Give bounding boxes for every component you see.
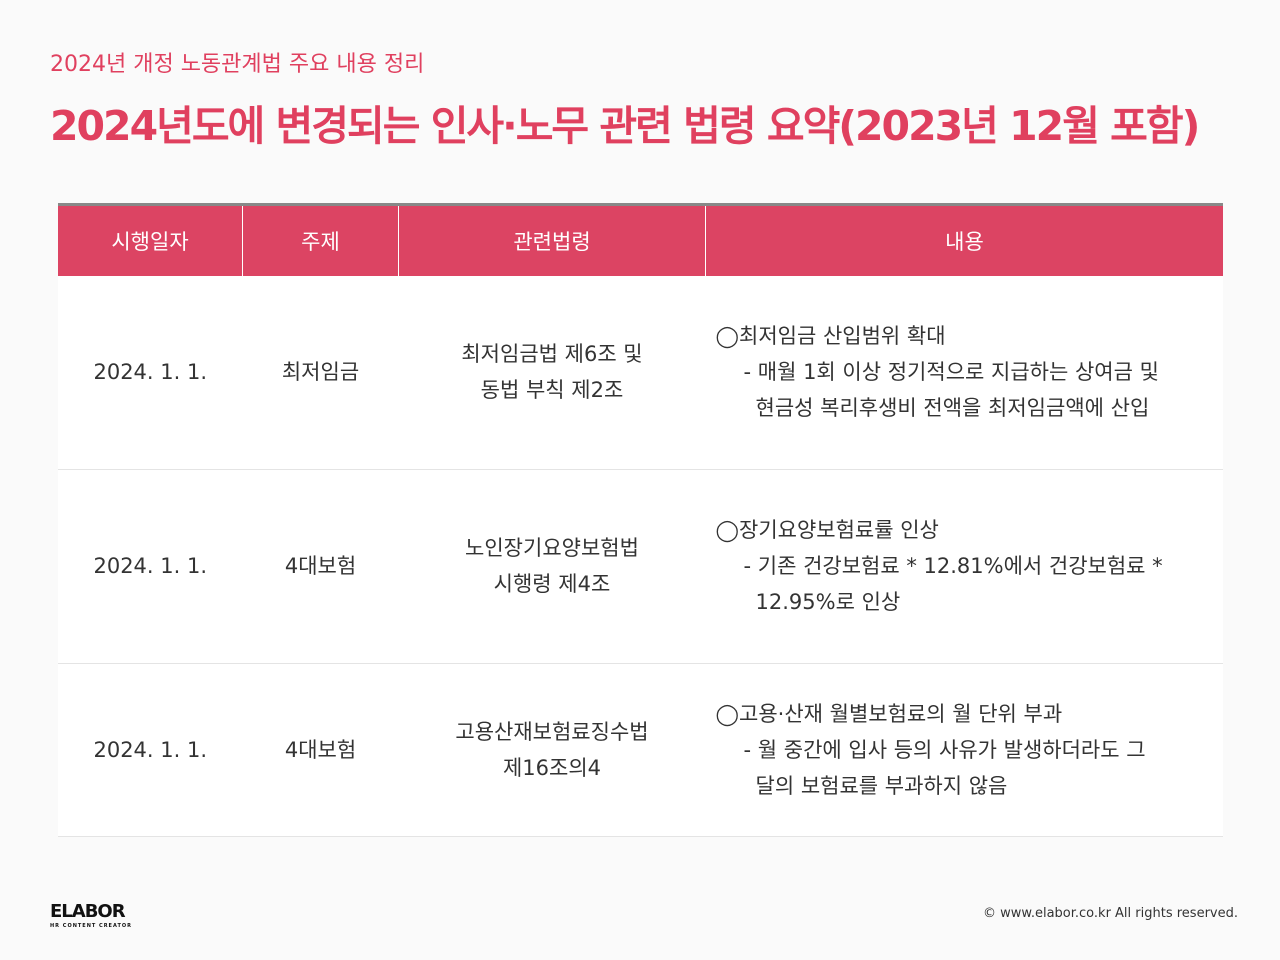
content-heading: ◯고용·산재 월별보험료의 월 단위 부과 — [715, 701, 1063, 726]
cell-date: 2024. 1. 1. — [58, 276, 243, 470]
content-line: - 기존 건강보험료 * 12.81%에서 건강보험료 * — [743, 554, 1163, 578]
content-line: 달의 보험료를 부과하지 않음 — [755, 773, 1008, 798]
table-header: 시행일자 주제 관련법령 내용 — [58, 203, 1223, 276]
subtitle: 2024년 개정 노동관계법 주요 내용 정리 — [50, 52, 425, 77]
cell-content: ◯최저임금 산입범위 확대 - 매월 1회 이상 정기적으로 지급하는 상여금 및… — [705, 276, 1223, 470]
cell-topic: 4대보험 — [242, 469, 399, 664]
logo-text: ELABOR — [50, 901, 126, 922]
content-heading: ◯장기요양보험료률 인상 — [715, 518, 939, 542]
law-summary-table: 시행일자 주제 관련법령 내용 2024. 1. 1. 최저임금 최저임금법 제… — [58, 203, 1223, 837]
law-line: 최저임금법 제6조 및 — [461, 342, 643, 367]
header-content: 내용 — [705, 203, 1223, 276]
law-line: 동법 부칙 제2조 — [480, 378, 624, 403]
copyright: © www.elabor.co.kr All rights reserved. — [983, 906, 1238, 921]
cell-topic: 4대보험 — [242, 663, 399, 837]
cell-content: ◯고용·산재 월별보험료의 월 단위 부과 - 월 중간에 입사 등의 사유가 발… — [705, 663, 1223, 837]
law-line: 제16조의4 — [502, 755, 602, 780]
cell-date: 2024. 1. 1. — [58, 663, 243, 837]
law-line: 노인장기요양보험법 — [465, 536, 639, 560]
content-line: 12.95%로 인상 — [755, 590, 901, 614]
header-topic: 주제 — [242, 203, 399, 276]
law-line: 시행령 제4조 — [493, 572, 611, 596]
law-line: 고용산재보험료징수법 — [455, 719, 649, 744]
header-date: 시행일자 — [58, 203, 243, 276]
logo-tagline: HR CONTENT CREATOR — [50, 923, 132, 929]
header-law: 관련법령 — [398, 203, 706, 276]
cell-content: ◯장기요양보험료률 인상 - 기존 건강보험료 * 12.81%에서 건강보험료 … — [705, 469, 1223, 664]
page-title: 2024년도에 변경되는 인사·노무 관련 법령 요약(2023년 12월 포함… — [50, 102, 1200, 150]
content-line: - 월 중간에 입사 등의 사유가 발생하더라도 그 — [743, 737, 1146, 762]
elabor-logo: ELABOR HR CONTENT CREATOR — [50, 902, 132, 930]
content-line: - 매월 1회 이상 정기적으로 지급하는 상여금 및 — [743, 360, 1159, 385]
content-line: 현금성 복리후생비 전액을 최저임금액에 산입 — [755, 396, 1150, 421]
cell-date: 2024. 1. 1. — [58, 469, 243, 664]
content-heading: ◯최저임금 산입범위 확대 — [715, 324, 946, 349]
cell-topic: 최저임금 — [242, 276, 399, 470]
